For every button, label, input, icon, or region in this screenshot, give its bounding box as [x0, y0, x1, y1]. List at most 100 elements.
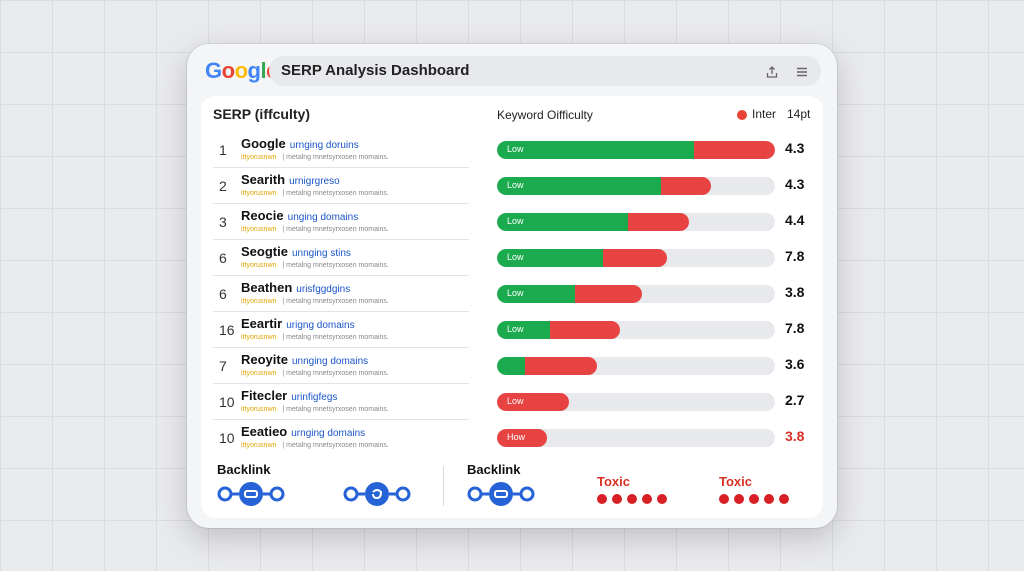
- site-name-text: Reoyite: [241, 352, 288, 367]
- result-snippet: | metalng mnetsyrxosen momains.: [282, 226, 389, 233]
- url-text: ittyorusnwn: [241, 298, 277, 305]
- difficulty-high-segment: [497, 393, 569, 411]
- logo-letter: o: [234, 58, 248, 83]
- difficulty-low-segment: [497, 213, 628, 231]
- keyword-link[interactable]: urnging doruins: [289, 140, 359, 151]
- difficulty-high-segment: [550, 321, 620, 339]
- difficulty-label: Low: [507, 324, 524, 334]
- difficulty-label: Low: [507, 252, 524, 262]
- row-separator: [213, 167, 469, 168]
- difficulty-score: 3.8: [785, 284, 805, 300]
- toxic-dot-icon: [627, 494, 637, 504]
- difficulty-high-segment: [661, 177, 711, 195]
- toxic-dot-icon: [597, 494, 607, 504]
- result-url: ittyorusnwn | metalng mnetsyrxosen momain…: [241, 262, 389, 269]
- logo-letter: G: [205, 58, 222, 83]
- result-url: ittyorusnwn | metalng mnetsyrxosen momain…: [241, 334, 389, 341]
- difficulty-score: 4.4: [785, 212, 805, 228]
- serp-row[interactable]: 1 Google urnging doruins ittyorusnwn | metal…: [213, 132, 811, 168]
- serp-row[interactable]: 10 Fitecler urinfigfegs ittyorusnwn | metaln…: [213, 384, 811, 420]
- url-text: ittyorusnwn: [241, 262, 277, 269]
- result-snippet: | metalng mnetsyrxosen momains.: [282, 406, 389, 413]
- keyword-link[interactable]: urigng domains: [286, 320, 355, 331]
- site-name[interactable]: Eeatieo urnging domains: [241, 424, 365, 439]
- result-url: ittyorusnwn | metalng mnetsyrxosen momain…: [241, 298, 389, 305]
- site-name[interactable]: Google urnging doruins: [241, 136, 359, 151]
- row-separator: [213, 203, 469, 204]
- share-icon[interactable]: [765, 56, 779, 86]
- serp-row[interactable]: 6 Seogtie unnging stins ittyorusnwn | metaln…: [213, 240, 811, 276]
- difficulty-bar: [497, 357, 775, 375]
- site-name[interactable]: Reocie unging domains: [241, 208, 358, 223]
- keyword-link[interactable]: urisfggdgins: [296, 284, 351, 295]
- link-chain-icon[interactable]: [217, 482, 285, 506]
- site-name-text: Searith: [241, 172, 286, 187]
- difficulty-bar: Low: [497, 249, 775, 267]
- toxic-dot-icon: [779, 494, 789, 504]
- url-text: ittyorusnwn: [241, 334, 277, 341]
- difficulty-bar: Low: [497, 141, 775, 159]
- result-snippet: | metalng mnetsyrxosen momains.: [282, 262, 389, 269]
- difficulty-high-segment: [497, 429, 547, 447]
- difficulty-low-segment: [497, 249, 603, 267]
- keyword-link[interactable]: urinfigfegs: [291, 392, 338, 403]
- site-name[interactable]: Searith urnigrgreso: [241, 172, 340, 187]
- url-text: ittyorusnwn: [241, 442, 277, 449]
- menu-icon[interactable]: [795, 56, 809, 86]
- serp-row[interactable]: 3 Reocie unging domains ittyorusnwn | metaln…: [213, 204, 811, 240]
- site-name[interactable]: Fitecler urinfigfegs: [241, 388, 337, 403]
- difficulty-low-segment: [497, 141, 694, 159]
- site-name[interactable]: Eeartir urigng domains: [241, 316, 355, 331]
- url-text: ittyorusnwn: [241, 154, 277, 161]
- row-separator: [213, 419, 469, 420]
- site-name[interactable]: Seogtie unnging stins: [241, 244, 351, 259]
- serp-row[interactable]: 2 Searith urnigrgreso ittyorusnwn | metalng …: [213, 168, 811, 204]
- site-name[interactable]: Reoyite unnging domains: [241, 352, 368, 367]
- difficulty-score: 3.8: [785, 428, 805, 444]
- right-column-title: Keyword Oifficulty: [497, 108, 593, 122]
- serp-row[interactable]: 6 Beathen urisfggdgins ittyorusnwn | metalng…: [213, 276, 811, 312]
- difficulty-high-segment: [628, 213, 689, 231]
- result-snippet: | metalng mnetsyrxosen momains.: [282, 190, 389, 197]
- difficulty-label: How: [507, 432, 526, 442]
- link-chain-icon[interactable]: [467, 482, 535, 506]
- title-bar: SERP Analysis Dashboard: [269, 56, 821, 86]
- keyword-link[interactable]: urnigrgreso: [289, 176, 340, 187]
- legend-label: Inter: [752, 107, 777, 121]
- keyword-link[interactable]: unging domains: [287, 212, 359, 223]
- footer: Backlink Backlink Toxic Toxic: [201, 458, 823, 518]
- difficulty-score: 7.8: [785, 248, 805, 264]
- rank-number: 7: [219, 358, 227, 374]
- row-separator: [213, 347, 469, 348]
- toxic-dot-icon: [749, 494, 759, 504]
- serp-row[interactable]: 7 Reoyite unnging domains ittyorusnwn | meta…: [213, 348, 811, 384]
- page-title: SERP Analysis Dashboard: [281, 62, 470, 79]
- row-separator: [213, 311, 469, 312]
- keyword-link[interactable]: unnging domains: [291, 356, 369, 367]
- rank-number: 6: [219, 286, 227, 302]
- keyword-link[interactable]: unnging stins: [291, 248, 351, 259]
- rank-number: 10: [219, 430, 235, 446]
- backlink-label-left: Backlink: [217, 462, 271, 477]
- result-url: ittyorusnwn | metalng mnetsyrxosen momain…: [241, 190, 389, 197]
- google-logo[interactable]: Google: [205, 58, 278, 84]
- site-name-text: Beathen: [241, 280, 293, 295]
- toxic-dot-icon: [734, 494, 744, 504]
- toxic-dot-icon: [657, 494, 667, 504]
- link-chain-icon[interactable]: [343, 482, 411, 506]
- difficulty-high-segment: [525, 357, 597, 375]
- result-url: ittyorusnwn | metalng mnetsyrxosen momain…: [241, 442, 389, 449]
- toxic-dot-icon: [764, 494, 774, 504]
- logo-letter: l: [260, 58, 267, 83]
- site-name[interactable]: Beathen urisfggdgins: [241, 280, 350, 295]
- rank-number: 6: [219, 250, 227, 266]
- rank-number: 3: [219, 214, 227, 230]
- serp-row[interactable]: 10 Eeatieo urnging domains ittyorusnwn | met…: [213, 420, 811, 456]
- backlink-label-right: Backlink: [467, 462, 521, 477]
- difficulty-high-segment: [575, 285, 642, 303]
- difficulty-score: 7.8: [785, 320, 805, 336]
- keyword-link[interactable]: urnging domains: [291, 428, 366, 439]
- difficulty-bar: How: [497, 429, 775, 447]
- result-url: ittyorusnwn | metalng mnetsyrxosen momain…: [241, 406, 389, 413]
- serp-row[interactable]: 16 Eeartir urigng domains ittyorusnwn | meta…: [213, 312, 811, 348]
